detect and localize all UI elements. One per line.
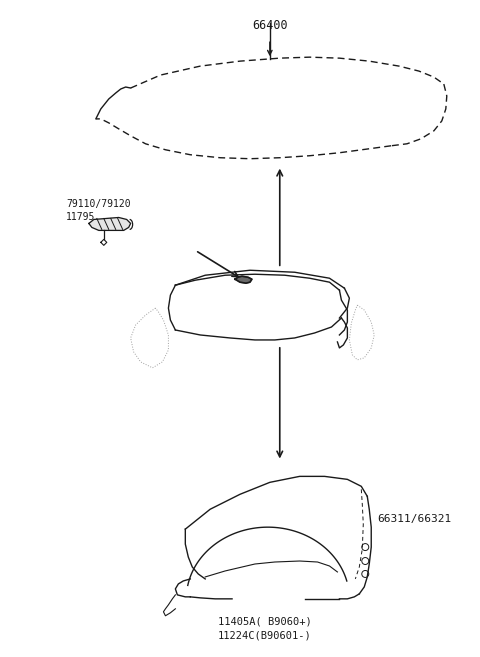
Text: 66400: 66400 [252,19,288,32]
Text: 79110/79120: 79110/79120 [66,198,131,208]
Text: 11224C(B90601-): 11224C(B90601-) [218,631,312,641]
Polygon shape [235,276,252,283]
Text: 11405A( B9060+): 11405A( B9060+) [218,617,312,627]
Polygon shape [89,217,131,231]
Text: 11795: 11795 [66,212,96,223]
Text: 66311/66321: 66311/66321 [377,514,452,524]
